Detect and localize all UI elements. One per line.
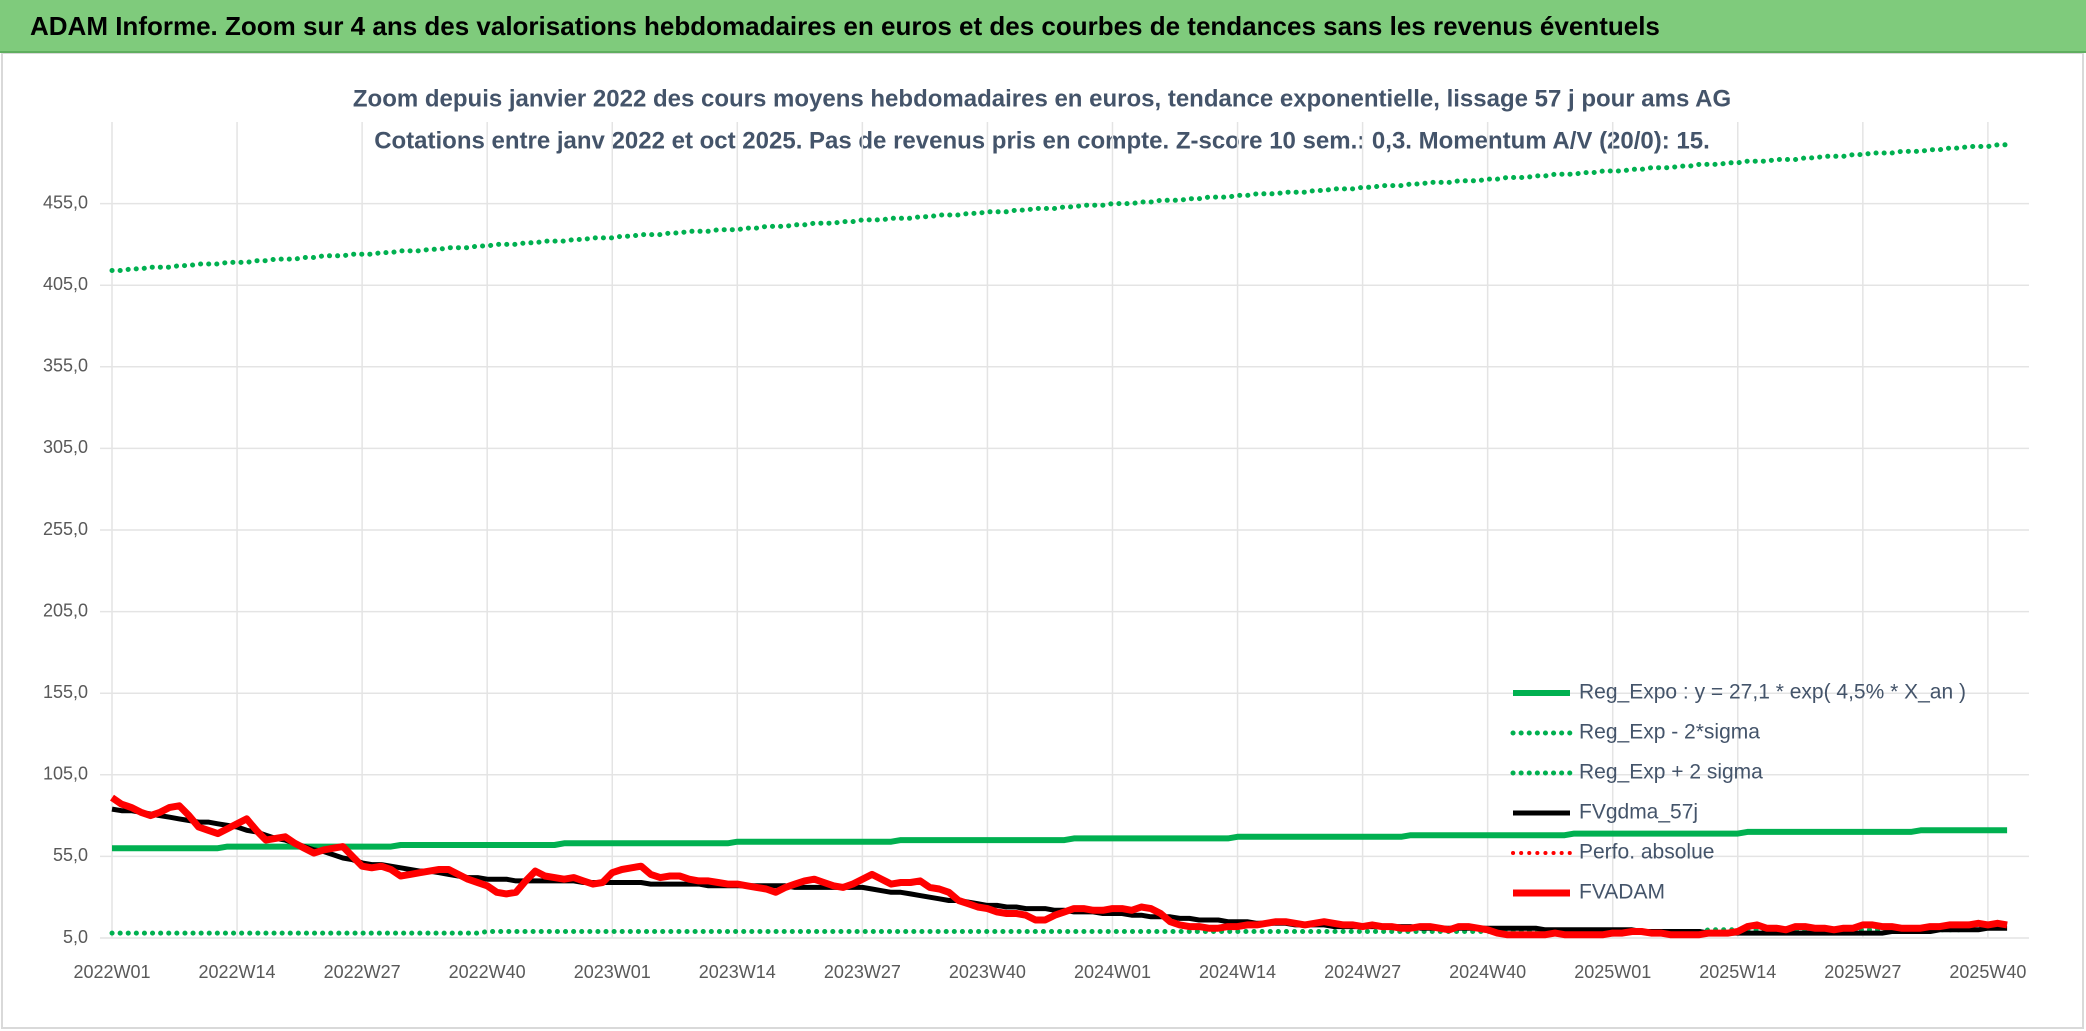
x-tick-label: 2025W40 xyxy=(1949,962,2026,982)
y-tick-label: 155,0 xyxy=(43,682,88,702)
x-tick-label: 2024W14 xyxy=(1199,962,1276,982)
y-tick-label: 205,0 xyxy=(43,600,88,620)
x-tick-label: 2022W01 xyxy=(73,962,150,982)
legend-label: FVADAM xyxy=(1579,881,1665,904)
series-line xyxy=(112,827,2008,852)
y-tick-label: 405,0 xyxy=(43,274,88,294)
y-tick-label: 5,0 xyxy=(63,927,88,947)
chart-frame xyxy=(1,53,2084,1029)
x-tick-label: 2024W40 xyxy=(1449,962,1526,982)
legend-label: Reg_Exp - 2*sigma xyxy=(1579,721,1760,744)
x-tick-label: 2022W27 xyxy=(324,962,401,982)
header-title: ADAM Informe. Zoom sur 4 ans des valoris… xyxy=(30,11,1660,41)
x-tick-label: 2023W27 xyxy=(824,962,901,982)
y-tick-label: 455,0 xyxy=(43,192,88,212)
x-tick-label: 2022W40 xyxy=(449,962,526,982)
series-line xyxy=(110,794,2008,939)
chart-title: Zoom depuis janvier 2022 des cours moyen… xyxy=(353,85,1731,112)
x-tick-label: 2023W01 xyxy=(574,962,651,982)
series-line xyxy=(109,142,2010,273)
y-tick-label: 355,0 xyxy=(43,356,88,376)
legend-label: Reg_Expo : y = 27,1 * exp( 4,5% * X_an ) xyxy=(1579,681,1966,704)
x-tick-label: 2023W40 xyxy=(949,962,1026,982)
legend-label: FVgdma_57j xyxy=(1579,801,1698,824)
x-tick-label: 2023W14 xyxy=(699,962,776,982)
y-tick-label: 305,0 xyxy=(43,437,88,457)
y-tick-label: 55,0 xyxy=(53,845,88,865)
legend-label: Perfo. absolue xyxy=(1579,841,1714,864)
y-tick-label: 255,0 xyxy=(43,519,88,539)
chart-subtitle: Cotations entre janv 2022 et oct 2025. P… xyxy=(374,127,1710,154)
x-tick-label: 2025W14 xyxy=(1699,962,1776,982)
x-tick-label: 2025W27 xyxy=(1824,962,1901,982)
chart: Zoom depuis janvier 2022 des cours moyen… xyxy=(1,53,2084,1029)
x-tick-label: 2025W01 xyxy=(1574,962,1651,982)
legend-label: Reg_Exp + 2 sigma xyxy=(1579,761,1763,784)
y-tick-label: 105,0 xyxy=(43,764,88,784)
x-tick-label: 2024W27 xyxy=(1324,962,1401,982)
header: ADAM Informe. Zoom sur 4 ans des valoris… xyxy=(0,0,2086,53)
x-tick-label: 2024W01 xyxy=(1074,962,1151,982)
x-tick-label: 2022W14 xyxy=(199,962,276,982)
